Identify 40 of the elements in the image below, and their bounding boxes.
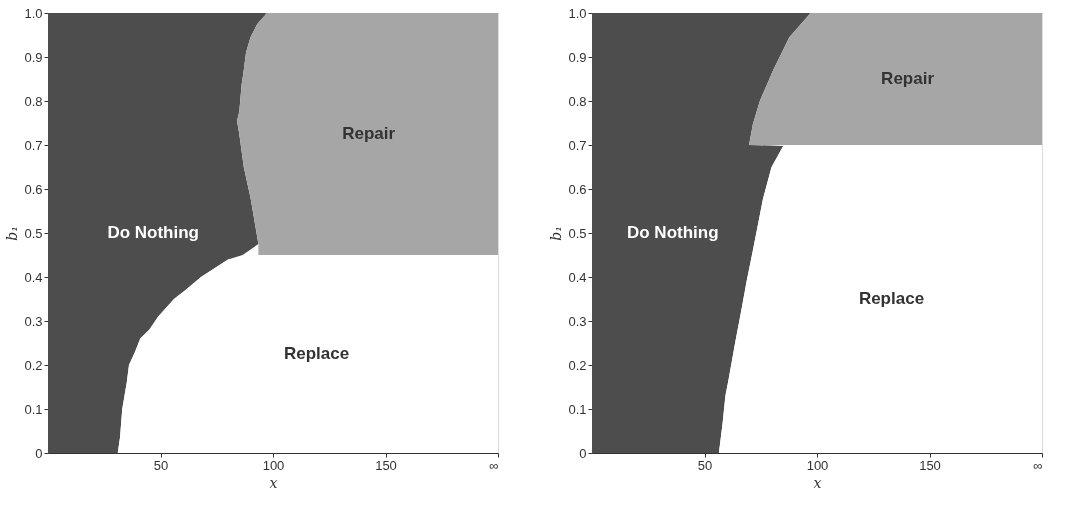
- y-tick-label: 0.7: [568, 137, 587, 153]
- x-tick-label: 100: [806, 457, 829, 473]
- y-tick-label: 0.8: [568, 93, 587, 109]
- x-tick-label: 50: [697, 457, 713, 473]
- y-tick-label: 0.6: [568, 181, 587, 197]
- y-tick-label: 0.7: [24, 137, 43, 153]
- y-tick-label: 0.1: [568, 401, 587, 417]
- y-tick-label: 0.3: [24, 313, 43, 329]
- y-tick-label: 0.3: [568, 313, 587, 329]
- y-tick-label: 0: [35, 445, 43, 461]
- x-tick-label: 150: [919, 457, 941, 473]
- y-tick-label: 0: [579, 445, 587, 461]
- series-label: Replace: [858, 289, 925, 309]
- x-axis-title: x: [813, 474, 822, 491]
- x-tick-label: 150: [375, 457, 397, 473]
- y-tick-label: 0.2: [24, 357, 43, 373]
- y-tick-label: 1.0: [568, 5, 587, 21]
- x-tick-label: 50: [153, 457, 169, 473]
- y-tick-label: 0.5: [24, 225, 43, 241]
- series-label: Replace: [283, 344, 350, 363]
- series-label: Do Nothing: [107, 223, 199, 242]
- y-tick-label: 0.9: [568, 49, 587, 65]
- y-axis-title: b₁: [548, 226, 565, 241]
- y-tick-label: 0.5: [568, 225, 587, 241]
- x-tick-label: ∞: [489, 457, 499, 473]
- y-tick-label: 0.2: [568, 357, 587, 373]
- y-axis-title: b₁: [4, 226, 21, 241]
- y-tick-label: 0.6: [24, 181, 43, 197]
- series-label: Do Nothing: [626, 223, 719, 242]
- y-tick-label: 0.8: [24, 93, 43, 109]
- y-tick-label: 0.4: [24, 269, 43, 285]
- y-tick-label: 0.9: [24, 49, 43, 65]
- series-label: Repair: [342, 124, 396, 143]
- y-tick-label: 0.1: [24, 401, 43, 417]
- y-tick-label: 1.0: [24, 5, 43, 21]
- series-label: Repair: [881, 69, 935, 88]
- y-tick-label: 0.4: [568, 269, 587, 285]
- x-axis-title: x: [269, 474, 278, 491]
- x-tick-label: ∞: [1033, 457, 1043, 473]
- x-tick-label: 100: [262, 457, 285, 473]
